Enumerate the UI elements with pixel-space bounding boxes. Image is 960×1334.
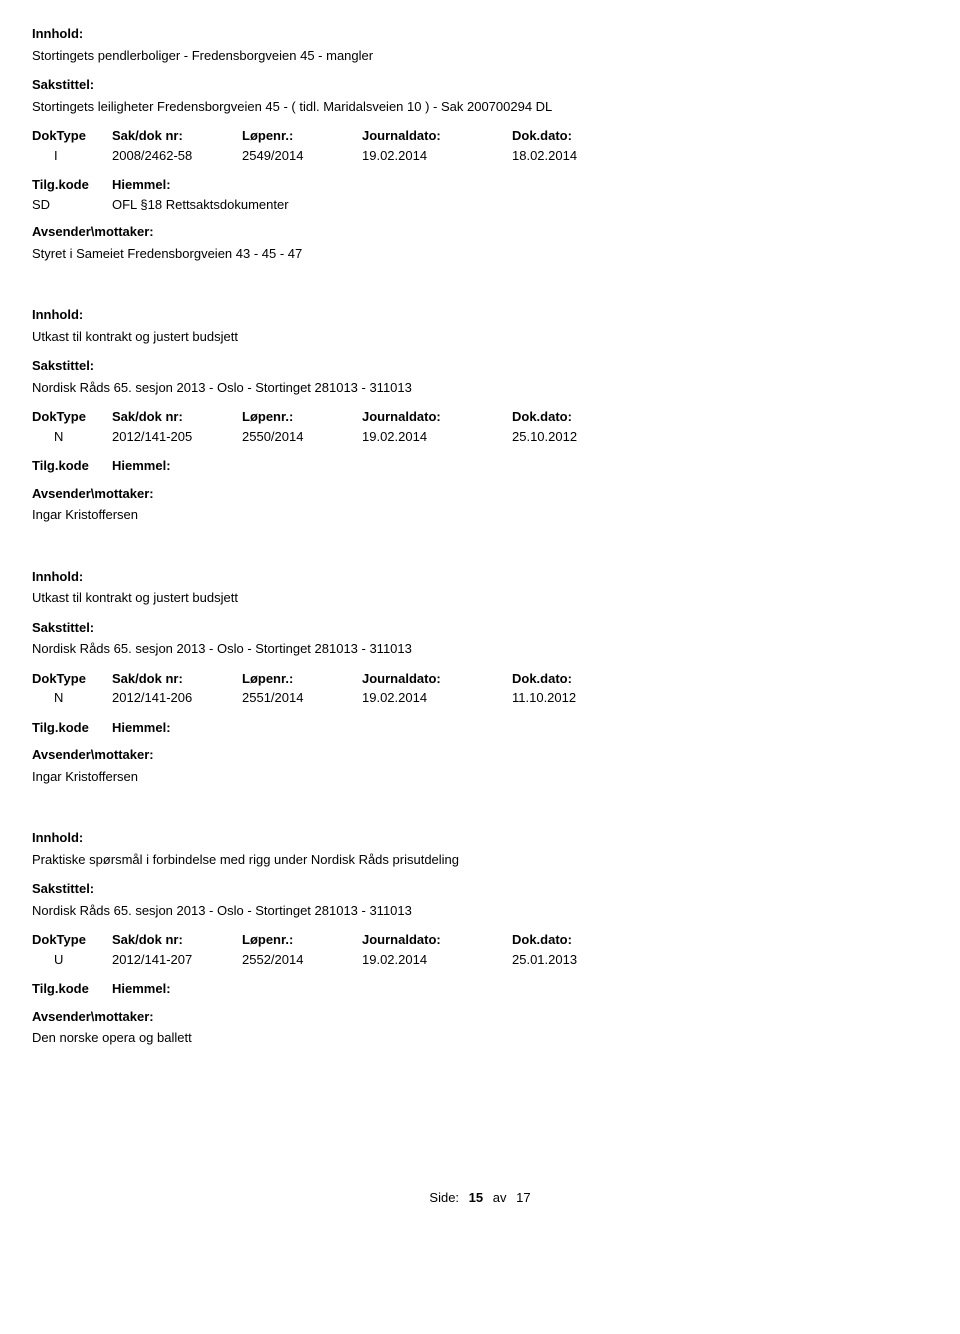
journal-entry: Innhold:Praktiske spørsmål i forbindelse… [32, 828, 928, 1048]
journaldato-header: Journaldato: [362, 407, 512, 427]
innhold-value: Utkast til kontrakt og justert budsjett [32, 327, 928, 347]
journaldato-header: Journaldato: [362, 669, 512, 689]
journal-entry: Innhold:Utkast til kontrakt og justert b… [32, 567, 928, 787]
sakstittel-label: Sakstittel: [32, 356, 928, 376]
tilg-header: Tilg.kode Hiemmel: [32, 175, 928, 195]
page-footer: Side: 15 av 17 [32, 1188, 928, 1208]
sakdok-value: 2012/141-206 [112, 688, 242, 708]
tilgkode-header: Tilg.kode [32, 175, 112, 195]
lopenr-value: 2549/2014 [242, 146, 362, 166]
footer-page: 15 [469, 1190, 483, 1205]
hiemmel-header: Hiemmel: [112, 718, 512, 738]
avsender-label: Avsender\mottaker: [32, 484, 928, 504]
dokdato-header: Dok.dato: [512, 669, 632, 689]
dokdato-header: Dok.dato: [512, 930, 632, 950]
innhold-value: Stortingets pendlerboliger - Fredensborg… [32, 46, 928, 66]
journaldato-value: 19.02.2014 [362, 950, 512, 970]
tilg-header: Tilg.kode Hiemmel: [32, 979, 928, 999]
sakstittel-label: Sakstittel: [32, 879, 928, 899]
sakdok-value: 2012/141-205 [112, 427, 242, 447]
dokdato-value: 25.01.2013 [512, 950, 632, 970]
tilg-header: Tilg.kode Hiemmel: [32, 456, 928, 476]
sakstittel-label: Sakstittel: [32, 75, 928, 95]
table-row: N 2012/141-206 2551/2014 19.02.2014 11.1… [32, 688, 928, 708]
avsender-value: Ingar Kristoffersen [32, 767, 928, 787]
sakdok-value: 2008/2462-58 [112, 146, 242, 166]
tilgkode-header: Tilg.kode [32, 718, 112, 738]
table-header: DokType Sak/dok nr: Løpenr.: Journaldato… [32, 930, 928, 950]
dokdato-header: Dok.dato: [512, 126, 632, 146]
journaldato-value: 19.02.2014 [362, 146, 512, 166]
avsender-label: Avsender\mottaker: [32, 1007, 928, 1027]
innhold-label: Innhold: [32, 24, 928, 44]
innhold-label: Innhold: [32, 828, 928, 848]
doktype-value: U [32, 950, 112, 970]
sakstittel-value: Nordisk Råds 65. sesjon 2013 - Oslo - St… [32, 378, 928, 398]
innhold-label: Innhold: [32, 567, 928, 587]
doktype-value: N [32, 688, 112, 708]
doktype-value: I [32, 146, 112, 166]
sakdok-header: Sak/dok nr: [112, 407, 242, 427]
table-row: N 2012/141-205 2550/2014 19.02.2014 25.1… [32, 427, 928, 447]
doktype-header: DokType [32, 930, 112, 950]
lopenr-value: 2550/2014 [242, 427, 362, 447]
avsender-label: Avsender\mottaker: [32, 745, 928, 765]
sakdok-value: 2012/141-207 [112, 950, 242, 970]
dokdato-value: 18.02.2014 [512, 146, 632, 166]
hiemmel-value: OFL §18 Rettsaktsdokumenter [112, 195, 512, 215]
hiemmel-header: Hiemmel: [112, 175, 512, 195]
journaldato-value: 19.02.2014 [362, 688, 512, 708]
footer-total: 17 [516, 1190, 530, 1205]
journal-entry: Innhold:Stortingets pendlerboliger - Fre… [32, 24, 928, 263]
dokdato-value: 11.10.2012 [512, 688, 632, 708]
table-header: DokType Sak/dok nr: Løpenr.: Journaldato… [32, 669, 928, 689]
footer-separator: av [493, 1190, 507, 1205]
innhold-label: Innhold: [32, 305, 928, 325]
footer-label: Side: [429, 1190, 459, 1205]
lopenr-header: Løpenr.: [242, 669, 362, 689]
table-row: U 2012/141-207 2552/2014 19.02.2014 25.0… [32, 950, 928, 970]
doktype-value: N [32, 427, 112, 447]
doktype-header: DokType [32, 126, 112, 146]
lopenr-value: 2552/2014 [242, 950, 362, 970]
avsender-label: Avsender\mottaker: [32, 222, 928, 242]
tilg-row: SD OFL §18 Rettsaktsdokumenter [32, 195, 928, 215]
lopenr-header: Løpenr.: [242, 407, 362, 427]
lopenr-header: Løpenr.: [242, 126, 362, 146]
tilgkode-header: Tilg.kode [32, 456, 112, 476]
doktype-header: DokType [32, 669, 112, 689]
sakstittel-value: Stortingets leiligheter Fredensborgveien… [32, 97, 928, 117]
hiemmel-header: Hiemmel: [112, 979, 512, 999]
hiemmel-header: Hiemmel: [112, 456, 512, 476]
tilg-header: Tilg.kode Hiemmel: [32, 718, 928, 738]
avsender-value: Ingar Kristoffersen [32, 505, 928, 525]
lopenr-value: 2551/2014 [242, 688, 362, 708]
sakstittel-label: Sakstittel: [32, 618, 928, 638]
journal-entry: Innhold:Utkast til kontrakt og justert b… [32, 305, 928, 525]
sakdok-header: Sak/dok nr: [112, 669, 242, 689]
sakstittel-value: Nordisk Råds 65. sesjon 2013 - Oslo - St… [32, 901, 928, 921]
innhold-value: Utkast til kontrakt og justert budsjett [32, 588, 928, 608]
avsender-value: Den norske opera og ballett [32, 1028, 928, 1048]
dokdato-value: 25.10.2012 [512, 427, 632, 447]
innhold-value: Praktiske spørsmål i forbindelse med rig… [32, 850, 928, 870]
dokdato-header: Dok.dato: [512, 407, 632, 427]
sakstittel-value: Nordisk Råds 65. sesjon 2013 - Oslo - St… [32, 639, 928, 659]
tilgkode-header: Tilg.kode [32, 979, 112, 999]
journaldato-header: Journaldato: [362, 126, 512, 146]
lopenr-header: Løpenr.: [242, 930, 362, 950]
table-row: I 2008/2462-58 2549/2014 19.02.2014 18.0… [32, 146, 928, 166]
journaldato-header: Journaldato: [362, 930, 512, 950]
sakdok-header: Sak/dok nr: [112, 930, 242, 950]
doktype-header: DokType [32, 407, 112, 427]
entries-list: Innhold:Stortingets pendlerboliger - Fre… [32, 24, 928, 1048]
tilgkode-value: SD [32, 195, 112, 215]
journaldato-value: 19.02.2014 [362, 427, 512, 447]
sakdok-header: Sak/dok nr: [112, 126, 242, 146]
avsender-value: Styret i Sameiet Fredensborgveien 43 - 4… [32, 244, 928, 264]
table-header: DokType Sak/dok nr: Løpenr.: Journaldato… [32, 407, 928, 427]
table-header: DokType Sak/dok nr: Løpenr.: Journaldato… [32, 126, 928, 146]
